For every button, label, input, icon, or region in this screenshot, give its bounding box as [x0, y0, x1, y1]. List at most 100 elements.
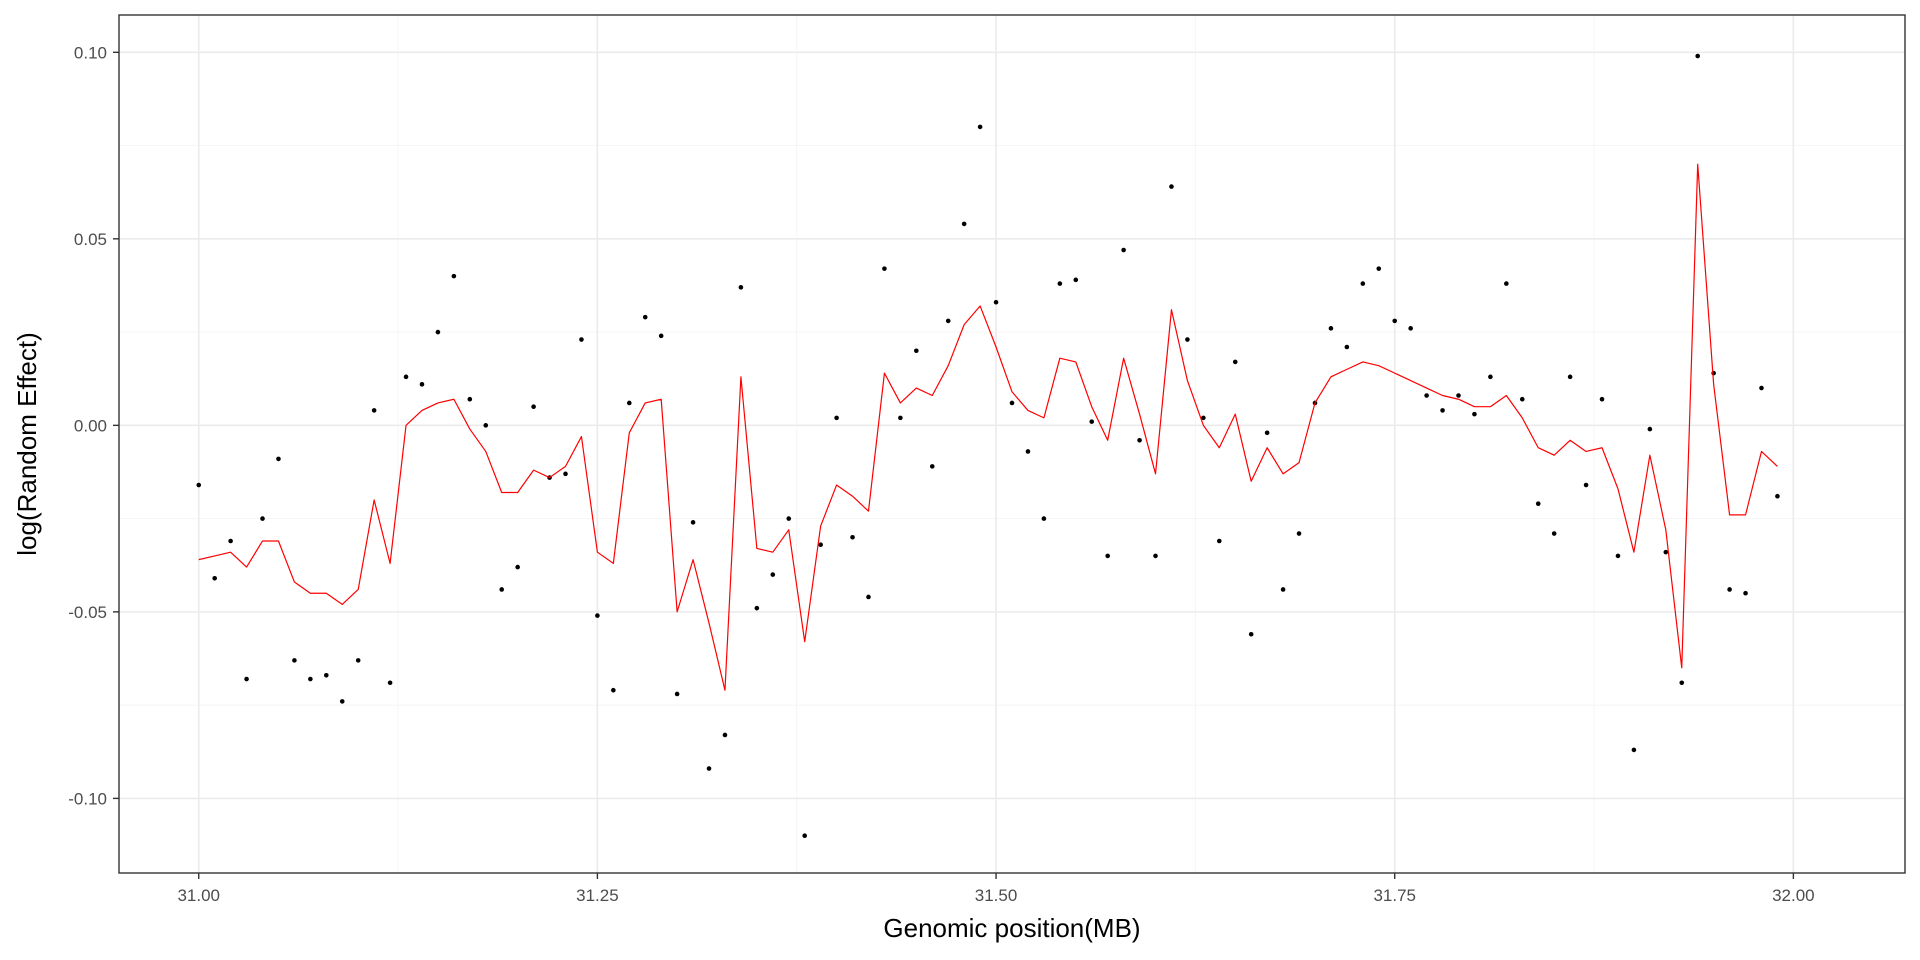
data-point [1599, 396, 1605, 402]
data-point [499, 587, 505, 592]
axis-layer: 31.00 31.25 31.50 31.75 32.00 -0.10 -0.05 0.00 0… [68, 43, 1814, 905]
y-axis-title: log(Random Effect) [12, 332, 42, 556]
data-point [419, 382, 425, 387]
data-point [802, 833, 807, 838]
data-point [690, 520, 696, 525]
data-point [1472, 411, 1477, 417]
data-point [260, 516, 265, 521]
data-point [308, 676, 313, 682]
data-point [276, 456, 281, 462]
x-tick-label: 31.50 [975, 886, 1018, 905]
data-point [451, 273, 457, 279]
data-point [212, 575, 217, 581]
x-axis-title: Genomic position(MB) [883, 913, 1140, 943]
data-point [1264, 430, 1270, 436]
data-point [866, 594, 871, 600]
data-point [770, 572, 776, 577]
x-tick-label: 32.00 [1772, 886, 1815, 905]
data-point [1615, 553, 1621, 559]
data-point [1679, 680, 1685, 686]
y-tick-label: 0.05 [74, 230, 107, 249]
data-point [977, 124, 983, 130]
data-point [1440, 408, 1445, 413]
data-point [1759, 385, 1764, 391]
data-point [387, 680, 393, 686]
data-point [914, 348, 919, 354]
data-point [1296, 531, 1302, 536]
data-point [1185, 337, 1190, 342]
data-point [1551, 531, 1557, 536]
data-point [706, 766, 712, 771]
data-point [1392, 318, 1398, 324]
data-point [658, 333, 664, 339]
data-point [1711, 370, 1716, 376]
data-point [1695, 53, 1700, 59]
data-point [1121, 247, 1126, 253]
data-point [626, 400, 632, 406]
data-point [1169, 184, 1174, 189]
x-tick-label: 31.75 [1373, 886, 1416, 905]
data-point [1504, 281, 1509, 286]
data-point [196, 482, 202, 488]
data-point [1089, 419, 1095, 424]
data-point [961, 221, 967, 227]
data-point [1280, 587, 1286, 592]
data-point [674, 691, 680, 697]
data-point [1328, 326, 1334, 331]
data-point [355, 658, 361, 663]
data-point [1232, 359, 1238, 365]
data-point [1519, 396, 1525, 402]
data-point [1743, 590, 1748, 596]
data-point [435, 329, 441, 335]
data-point [1583, 482, 1589, 488]
data-point [1009, 400, 1015, 406]
data-point [1360, 281, 1366, 286]
data-point [1456, 393, 1461, 398]
grid-layer [119, 15, 1905, 873]
data-point [1727, 587, 1732, 592]
data-point [898, 415, 903, 421]
data-point [1647, 426, 1653, 432]
data-point [339, 699, 345, 704]
data-point [1567, 374, 1573, 380]
data-point [483, 423, 489, 428]
data-point [1344, 344, 1350, 350]
data-point [228, 538, 233, 544]
data-point [754, 605, 760, 611]
data-point [611, 687, 616, 693]
panel-border [118, 14, 1906, 874]
data-point [1424, 393, 1429, 398]
data-point [403, 374, 409, 380]
data-point [834, 415, 839, 421]
data-point [1057, 281, 1063, 286]
data-point [563, 471, 568, 477]
data-point [1137, 437, 1142, 443]
data-point [1073, 277, 1079, 283]
data-point [1775, 493, 1780, 499]
plot-layer [196, 53, 1780, 838]
x-tick-label: 31.25 [576, 886, 619, 905]
data-point [292, 658, 297, 663]
data-point [1248, 631, 1254, 637]
data-point [1408, 326, 1413, 331]
data-point [1153, 553, 1158, 559]
y-tick-label: 0.10 [74, 43, 107, 62]
data-point [882, 266, 887, 271]
data-point [1376, 266, 1382, 271]
y-tick-label: -0.10 [68, 789, 107, 808]
data-point [945, 318, 951, 324]
data-point [579, 337, 584, 342]
data-point [244, 676, 249, 682]
data-point [1041, 516, 1047, 521]
data-point [738, 285, 744, 290]
data-point [642, 314, 648, 320]
y-tick-label: 0.00 [74, 416, 107, 435]
data-point [1631, 747, 1637, 753]
x-tick-label: 31.00 [177, 886, 220, 905]
data-point [929, 464, 935, 469]
data-point [993, 299, 999, 305]
data-point [1105, 553, 1110, 559]
